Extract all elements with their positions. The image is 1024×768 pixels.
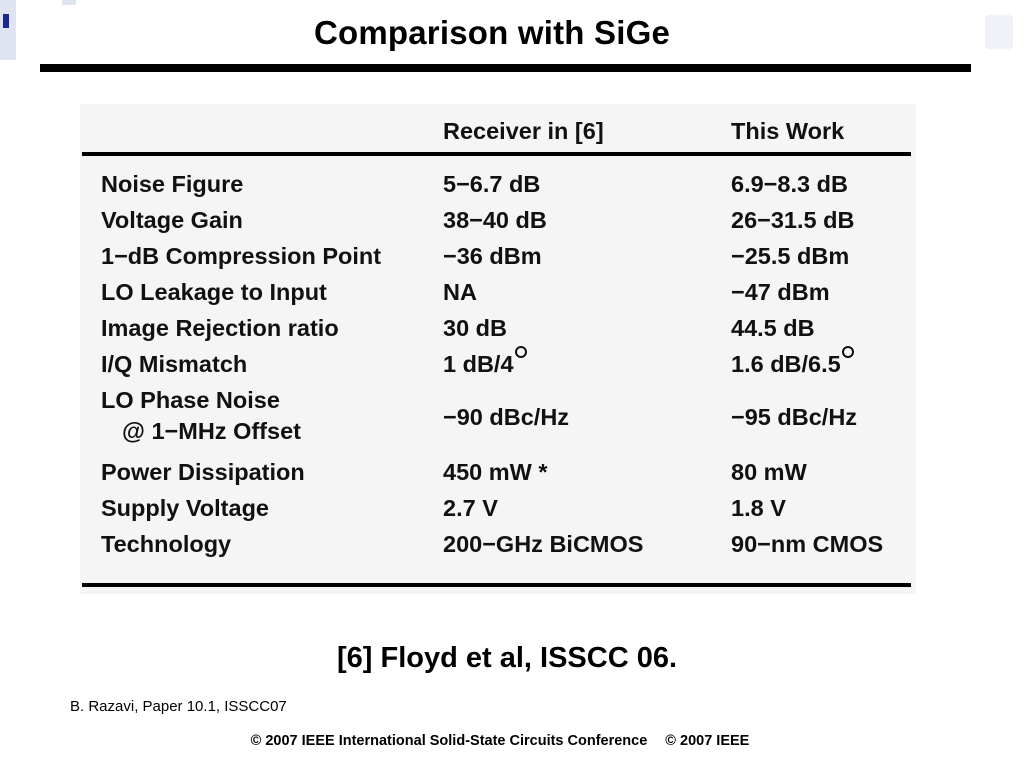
row-receiver-value: 1 dB/4 — [443, 346, 527, 378]
row-receiver-value: 5−6.7 dB — [443, 171, 541, 197]
row-label: 1−dB Compression Point — [101, 243, 382, 269]
corner-decoration-right — [985, 15, 1013, 49]
row-receiver-value: −36 dBm — [443, 243, 542, 269]
row-receiver-value: −90 dBc/Hz — [443, 404, 570, 430]
row-label: Technology — [101, 531, 232, 557]
author-credit: B. Razavi, Paper 10.1, ISSCC07 — [70, 698, 287, 715]
footer-copyright: © 2007 IEEE — [665, 733, 750, 749]
row-receiver-value: 2.7 V — [443, 495, 498, 521]
iq-mismatch-receiver-text: 1 dB/4 — [443, 351, 514, 377]
row-receiver-value: NA — [443, 279, 477, 305]
row-this-work-value: −25.5 dBm — [731, 243, 850, 269]
corner-decoration-top — [62, 0, 76, 5]
header-receiver: Receiver in [6] — [443, 118, 604, 144]
corner-chip — [3, 14, 9, 28]
row-this-work-value: 44.5 dB — [731, 315, 815, 341]
table-header-rule — [82, 152, 911, 156]
degree-symbol — [841, 346, 854, 358]
row-label: Supply Voltage — [101, 495, 269, 521]
slide-title: Comparison with SiGe — [313, 14, 671, 51]
corner-decoration-left — [0, 0, 16, 60]
row-label: LO Leakage to Input — [101, 279, 327, 305]
title-divider — [40, 64, 971, 72]
row-label: Voltage Gain — [101, 207, 243, 233]
footer-conference: © 2007 IEEE International Solid-State Ci… — [250, 733, 648, 749]
comparison-table-panel — [80, 104, 916, 594]
row-this-work-value: 90−nm CMOS — [731, 531, 884, 557]
row-this-work-value: 80 mW — [731, 459, 807, 485]
reference-citation: [6] Floyd et al, ISSCC 06. — [336, 642, 678, 674]
slide-footer: © 2007 IEEE International Solid-State Ci… — [0, 733, 1000, 749]
degree-symbol — [514, 346, 527, 358]
row-this-work-value: 6.9−8.3 dB — [731, 171, 848, 197]
row-this-work-value: 1.6 dB/6.5 — [731, 346, 854, 378]
row-this-work-value: 1.8 V — [731, 495, 786, 521]
iq-mismatch-this-work-text: 1.6 dB/6.5 — [731, 351, 841, 377]
row-this-work-value: −47 dBm — [731, 279, 830, 305]
row-receiver-value: 30 dB — [443, 315, 507, 341]
row-label: Power Dissipation — [101, 459, 305, 485]
row-this-work-value: 26−31.5 dB — [731, 207, 855, 233]
table-bottom-rule — [82, 583, 911, 587]
row-label: LO Phase Noise — [101, 387, 280, 413]
row-label-line2: @ 1−MHz Offset — [122, 418, 301, 444]
row-receiver-value: 38−40 dB — [443, 207, 547, 233]
row-label: Image Rejection ratio — [101, 315, 339, 341]
row-this-work-value: −95 dBc/Hz — [731, 404, 858, 430]
row-receiver-value: 200−GHz BiCMOS — [443, 531, 644, 557]
row-label: I/Q Mismatch — [101, 351, 248, 377]
row-receiver-value: 450 mW * — [443, 459, 548, 485]
row-label: Noise Figure — [101, 171, 244, 197]
header-this-work: This Work — [731, 118, 845, 144]
